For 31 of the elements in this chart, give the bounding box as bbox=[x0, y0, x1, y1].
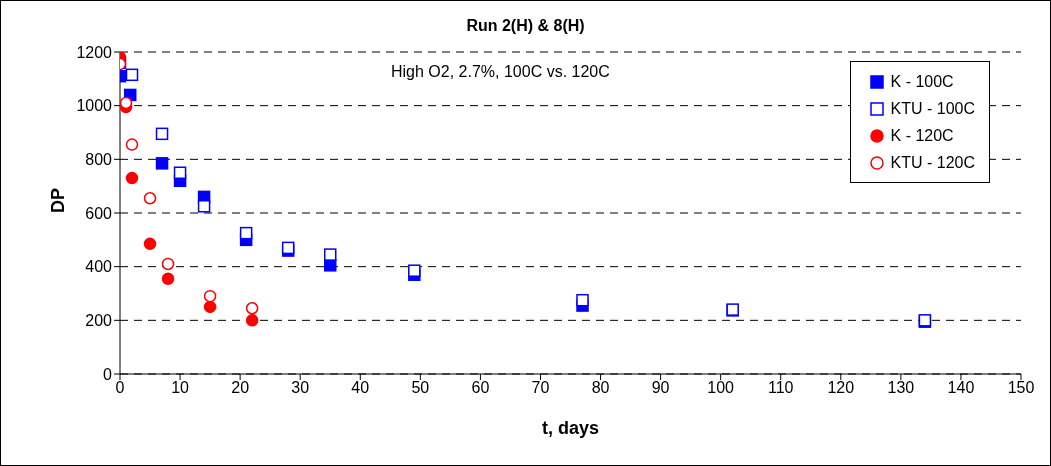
legend-label: KTU - 100C bbox=[890, 99, 975, 118]
legend-label: K - 120C bbox=[890, 126, 954, 145]
y-tick-label: 400 bbox=[85, 258, 113, 276]
y-tick-label: 1000 bbox=[76, 97, 113, 115]
x-tick-label: 140 bbox=[947, 379, 975, 397]
chart-title: Run 2(H) & 8(H) bbox=[465, 17, 586, 35]
x-tick-label: 0 bbox=[115, 379, 125, 397]
x-tick-label: 50 bbox=[411, 379, 430, 397]
x-tick-label: 110 bbox=[767, 379, 794, 397]
legend-label: KTU - 120C bbox=[890, 153, 975, 172]
x-tick-label: 100 bbox=[707, 379, 735, 397]
x-tick-label: 10 bbox=[171, 379, 190, 397]
y-axis-title: DP bbox=[48, 187, 69, 213]
x-tick-label: 130 bbox=[887, 379, 915, 397]
x-axis-title: t, days bbox=[541, 418, 600, 438]
x-tick-label: 40 bbox=[351, 379, 370, 397]
x-tick-label: 20 bbox=[231, 379, 250, 397]
y-tick-label: 1200 bbox=[76, 43, 113, 61]
x-tick-label: 150 bbox=[1007, 379, 1035, 397]
x-tick-label: 90 bbox=[651, 379, 670, 397]
x-tick-label: 70 bbox=[531, 379, 550, 397]
y-tick-label: 800 bbox=[85, 151, 113, 169]
x-tick-label: 60 bbox=[471, 379, 490, 397]
y-tick-label: 200 bbox=[85, 312, 113, 330]
legend-label: K - 100C bbox=[890, 72, 954, 91]
x-tick-label: 120 bbox=[827, 379, 855, 397]
x-tick-label: 80 bbox=[591, 379, 610, 397]
y-tick-label: 0 bbox=[103, 365, 113, 383]
x-tick-label: 30 bbox=[291, 379, 310, 397]
annotation: High O2, 2.7%, 100C vs. 120C bbox=[391, 63, 610, 81]
y-tick-label: 600 bbox=[85, 204, 113, 222]
